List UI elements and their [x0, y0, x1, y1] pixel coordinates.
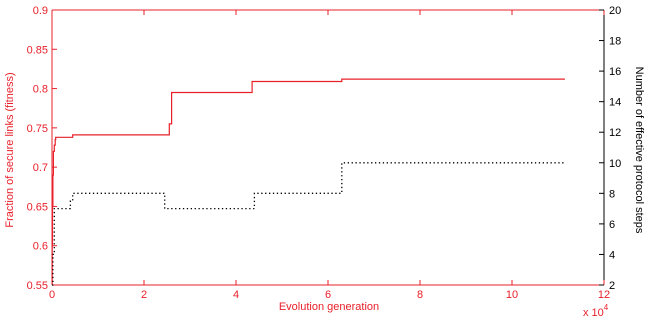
series-layer	[51, 78, 565, 286]
left-y-tick-label: 0.55	[27, 280, 48, 292]
x-axis-multiplier-exponent: 4	[604, 303, 609, 312]
x-tick-label: 6	[325, 289, 331, 301]
x-tick-label: 12	[598, 289, 610, 301]
right-y-tick-label: 12	[609, 127, 621, 139]
right-y-tick-label: 6	[609, 219, 615, 231]
right-y-tick-label: 10	[609, 158, 621, 170]
x-axis-multiplier-base: x 10	[583, 307, 604, 319]
protocol-steps-series-line	[52, 162, 565, 286]
x-tick-label: 4	[233, 289, 239, 301]
left-y-tick-label: 0.8	[33, 84, 48, 96]
left-y-tick-label: 0.7	[33, 162, 48, 174]
x-axis-label: Evolution generation	[279, 301, 379, 313]
right-y-tick-label: 20	[609, 5, 621, 17]
left-y-tick-label: 0.9	[33, 5, 48, 17]
left-y-tick-label: 0.85	[27, 44, 48, 56]
x-tick-label: 8	[417, 289, 423, 301]
plot-area	[51, 9, 605, 286]
left-y-axis-ticks: 0.55 0.6 0.65 0.7 0.75 0.8 0.85 0.9	[27, 5, 57, 292]
x-tick-label: 0	[49, 289, 55, 301]
left-y-tick-label: 0.75	[27, 123, 48, 135]
left-y-tick-label: 0.6	[33, 241, 48, 253]
x-tick-label: 2	[141, 289, 147, 301]
x-axis-ticks: 0 2 4 6 8 10 12	[49, 10, 610, 301]
right-y-tick-label: 16	[609, 66, 621, 78]
right-y-tick-label: 18	[609, 36, 621, 48]
x-axis-multiplier: x 104	[583, 303, 609, 319]
left-y-axis-label: Fraction of secure links (fitness)	[4, 72, 16, 227]
left-y-tick-label: 0.65	[27, 201, 48, 213]
x-tick-label: 10	[506, 289, 518, 301]
right-y-tick-label: 2	[609, 280, 615, 292]
fitness-series-line	[51, 78, 565, 286]
right-y-tick-label: 8	[609, 188, 615, 200]
right-y-tick-label: 4	[609, 249, 615, 261]
right-y-tick-label: 14	[609, 97, 621, 109]
right-y-axis-ticks: 2 4 6 8 10 12 14 16 18 20	[599, 5, 621, 292]
right-y-axis-label: Number of effective protocol steps	[633, 67, 645, 234]
